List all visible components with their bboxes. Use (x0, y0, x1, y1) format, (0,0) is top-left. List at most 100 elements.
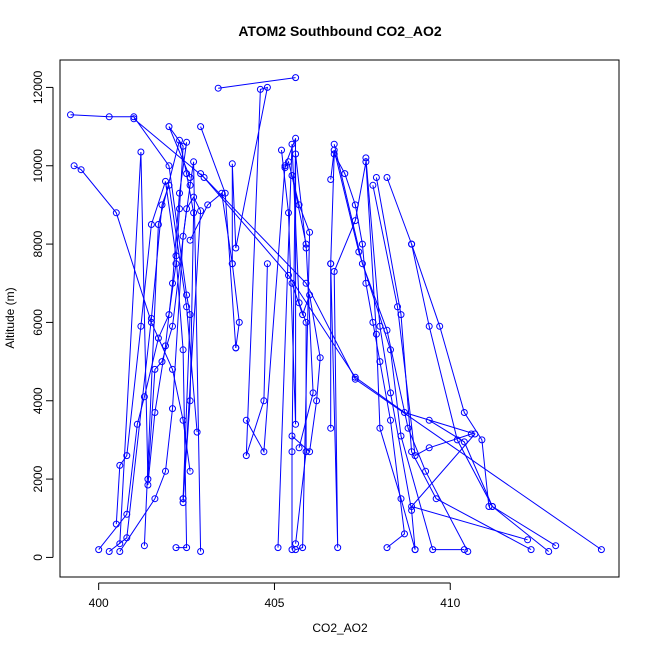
data-point (302, 318, 310, 326)
data-point (334, 544, 342, 552)
data-point (341, 170, 349, 178)
data-point (387, 389, 394, 397)
series-line (330, 161, 416, 550)
series-line (231, 263, 240, 348)
data-point (545, 548, 553, 555)
data-point (401, 530, 408, 538)
x-tick-label: 410 (440, 596, 460, 610)
series-line (189, 86, 269, 456)
series-line (70, 114, 191, 499)
series-line (333, 144, 469, 552)
series-line (291, 283, 321, 453)
data-point (401, 409, 408, 416)
x-axis-label: CO2_AO2 (312, 621, 368, 635)
data-point (278, 146, 285, 154)
data-point (179, 346, 187, 354)
series-line (330, 149, 465, 551)
series-line (200, 173, 528, 541)
data-point (295, 444, 303, 452)
data-point (411, 452, 419, 460)
series-line (291, 175, 314, 448)
y-axis: 0 2000 4000 6000 8000 10000 12000 (31, 70, 54, 561)
data-point (460, 409, 468, 416)
series-line (375, 177, 532, 551)
data-point (67, 111, 74, 119)
x-axis: 400 405 410 (89, 582, 461, 610)
data-point (133, 420, 141, 428)
data-point (292, 420, 300, 428)
chart-title: ATOM2 Southbound CO2_AO2 (238, 23, 441, 39)
data-point (77, 166, 85, 174)
series-line (200, 126, 237, 348)
data-point (425, 322, 433, 330)
data-point (162, 342, 169, 350)
data-point (137, 148, 145, 156)
data-point (183, 544, 191, 552)
data-point (197, 170, 205, 178)
data-point (299, 544, 307, 552)
data-point (193, 428, 201, 436)
data-point (183, 303, 191, 311)
data-point (197, 207, 205, 215)
series-line (108, 185, 198, 552)
data-point (527, 546, 535, 554)
data-point (242, 416, 250, 424)
data-point (274, 544, 282, 552)
data-point (256, 85, 264, 93)
data-point (351, 201, 359, 209)
data-point (330, 268, 338, 275)
data-point (302, 279, 310, 287)
data-point (169, 322, 176, 330)
data-point (408, 503, 416, 510)
data-point (147, 221, 155, 228)
data-point (383, 326, 391, 334)
series-line (245, 138, 297, 550)
data-point (112, 520, 120, 528)
data-point (232, 244, 240, 252)
data-point (422, 467, 430, 475)
data-point (116, 540, 124, 548)
data-point (288, 140, 296, 148)
series-line (386, 177, 550, 552)
data-point (372, 174, 380, 181)
data-point (313, 397, 321, 405)
data-point (105, 113, 113, 121)
y-tick-label: 8000 (31, 230, 45, 257)
data-point (327, 260, 335, 268)
data-point (376, 322, 384, 330)
series-line (119, 151, 202, 544)
data-point (358, 240, 366, 248)
data-point (112, 209, 120, 217)
data-point (362, 279, 370, 287)
data-point (162, 177, 169, 185)
data-point (369, 181, 377, 189)
data-point (140, 542, 148, 550)
data-point (260, 448, 268, 456)
data-point (281, 164, 289, 172)
data-point (460, 438, 468, 446)
data-point (228, 260, 236, 268)
x-tick-label: 405 (264, 596, 284, 610)
data-point (436, 322, 444, 330)
data-point (95, 546, 103, 554)
data-point (524, 536, 532, 544)
data-point (288, 546, 296, 554)
data-point (221, 189, 229, 197)
data-point (408, 506, 416, 514)
data-point (169, 405, 176, 413)
series-line (372, 185, 472, 457)
data-point (369, 318, 377, 326)
data-point (183, 291, 191, 299)
data-point (242, 452, 250, 460)
data-point (404, 424, 412, 432)
data-point (169, 279, 176, 287)
data-point (292, 150, 300, 158)
data-point (358, 260, 366, 268)
data-point (299, 311, 307, 319)
data-point (158, 201, 166, 209)
data-point (285, 209, 292, 217)
data-point (288, 448, 296, 456)
data-point (425, 444, 433, 452)
data-point (105, 548, 113, 555)
